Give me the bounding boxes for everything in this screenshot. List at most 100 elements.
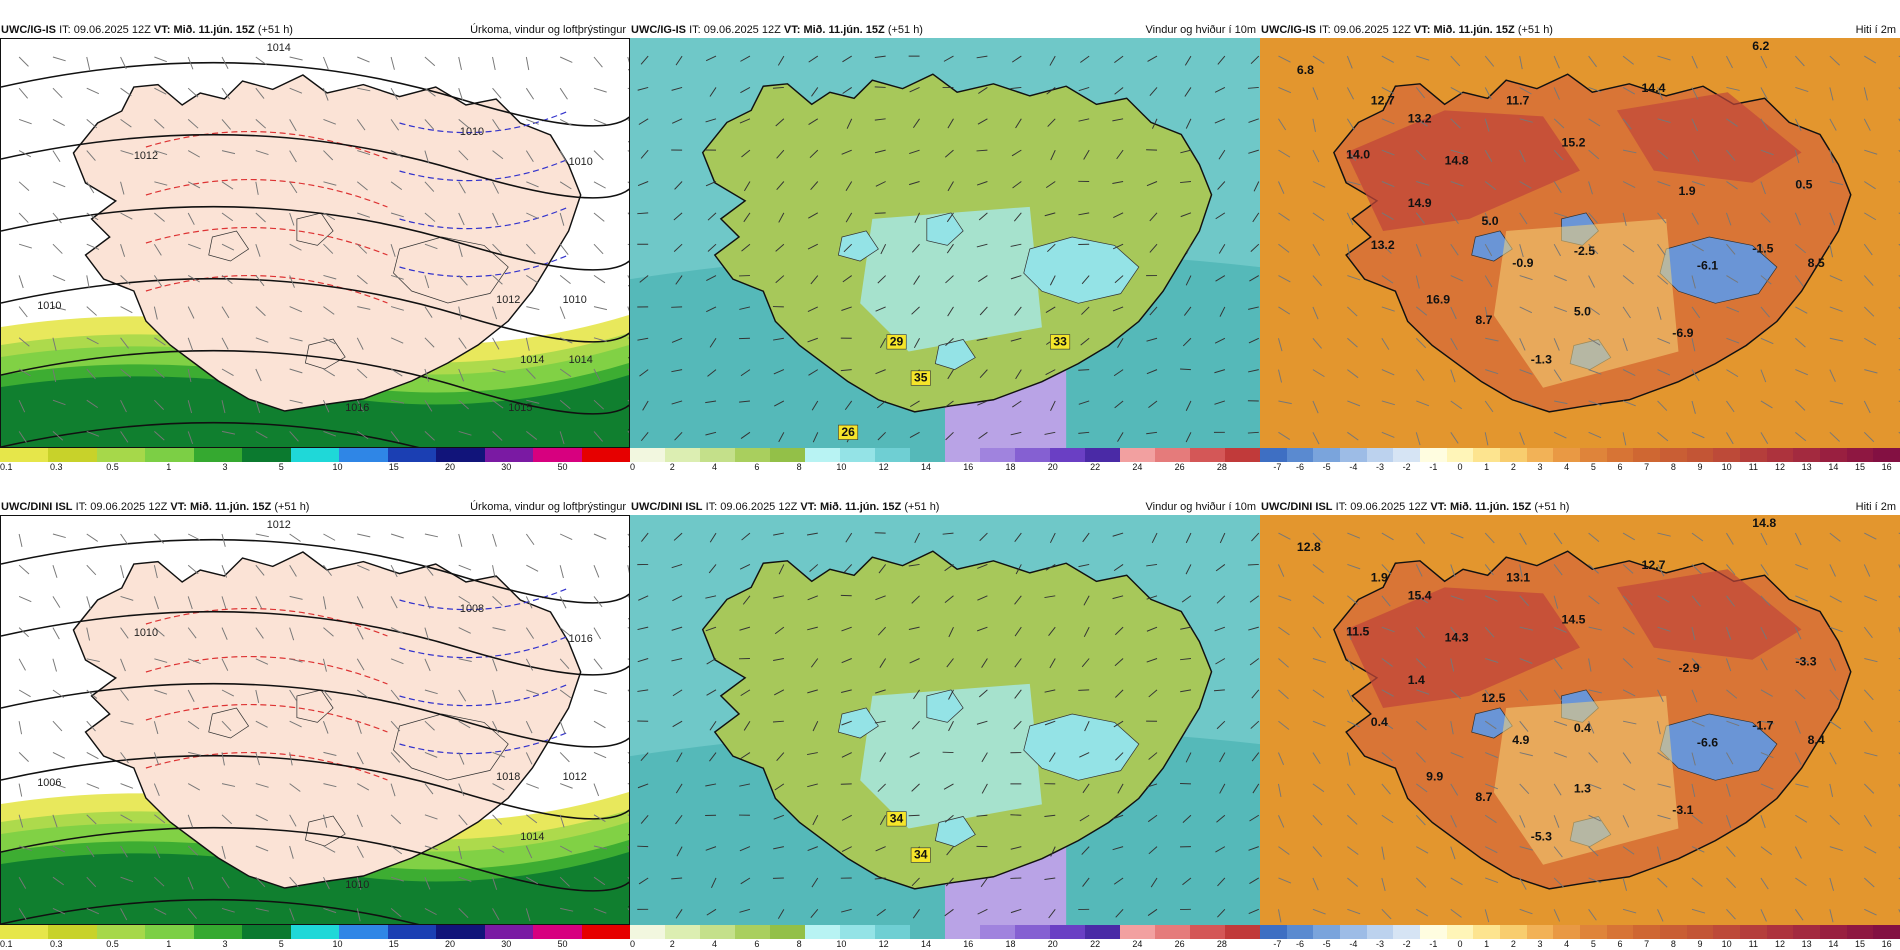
wind-barb — [1312, 118, 1316, 132]
wind-barb — [1588, 532, 1600, 543]
wind-arrow — [909, 149, 920, 155]
wind-arrow — [1014, 658, 1022, 668]
wind-arrow — [675, 909, 683, 919]
wind-arrow — [1050, 846, 1056, 857]
wind-arrow — [1114, 275, 1124, 284]
wind-barb — [525, 845, 533, 859]
wind-barb — [390, 87, 398, 100]
precip-panel: UWC/IG-IS IT: 09.06.2025 12Z VT: Mið. 11… — [0, 22, 631, 472]
wind-barb — [1381, 431, 1395, 438]
wind-barb — [1622, 400, 1636, 407]
wind-arrow — [1116, 149, 1124, 160]
wind-arrow — [1044, 595, 1056, 599]
legend-color-cell — [1420, 925, 1447, 939]
wind-barb — [1726, 689, 1738, 699]
wind-barb — [1312, 814, 1323, 826]
wind-barb — [221, 814, 233, 825]
wind-arrow — [842, 55, 852, 63]
wind-arrow — [1010, 275, 1022, 280]
wind-barb — [18, 845, 32, 851]
wind-barb — [120, 306, 133, 314]
wind-arrow — [976, 55, 988, 59]
wind-barb — [1726, 181, 1738, 190]
wind-barb — [526, 274, 538, 284]
legend-color-cell — [875, 448, 910, 462]
panel-header: UWC/DINI ISL IT: 09.06.2025 12Z VT: Mið.… — [0, 499, 630, 515]
wind-barb — [424, 596, 431, 609]
wind-arrow — [1247, 86, 1259, 89]
wind-barb — [1381, 55, 1394, 63]
wind-arrow — [914, 212, 920, 223]
wind-barb — [1381, 846, 1385, 860]
wind-barb — [1760, 658, 1768, 671]
legend-color-cell — [242, 925, 291, 939]
isobar-line — [1, 421, 629, 447]
legend-tick-label: 10 — [836, 939, 847, 949]
glacier-outline — [926, 212, 964, 246]
wind-barb — [187, 150, 200, 158]
legend-tick-label: -7 — [1273, 462, 1282, 472]
wind-arrow — [705, 181, 717, 187]
wind-barb — [86, 814, 97, 825]
wind-barb — [458, 908, 469, 919]
wind-barb — [289, 306, 303, 313]
wind-arrow — [1146, 658, 1158, 663]
wind-arrow — [739, 400, 750, 403]
temperature-value: 14.3 — [1445, 631, 1469, 645]
wind-barb — [1657, 369, 1671, 376]
temperature-contour — [399, 683, 569, 707]
wind-barb — [221, 212, 234, 222]
wind-barb — [458, 430, 472, 436]
wind-barb — [1450, 275, 1464, 282]
wind-barb — [1588, 181, 1593, 195]
legend-color-cell — [339, 925, 388, 939]
wind-arrow — [708, 564, 717, 574]
legend-color-cell — [387, 448, 437, 462]
wind-barb — [424, 56, 436, 67]
wind-arrow — [743, 181, 751, 192]
wind-barb — [1760, 815, 1766, 828]
wind-barb — [255, 814, 268, 822]
wind-barb — [1278, 564, 1285, 577]
legend-color-cell — [1793, 925, 1821, 939]
wind-arrow — [776, 752, 785, 761]
wind-barb — [1416, 783, 1428, 793]
legend-tick-label: 2 — [669, 462, 675, 472]
wind-barb — [289, 658, 303, 663]
legend-tick-label: -2 — [1402, 462, 1411, 472]
legend-tick-label: -3 — [1375, 939, 1385, 949]
wind-arrow — [1045, 181, 1056, 189]
wind-barb — [1829, 564, 1836, 577]
wind-arrow — [637, 658, 649, 663]
gust-value-box — [886, 334, 907, 350]
legend-tick-label: 15 — [388, 939, 399, 949]
wind-barb — [1450, 306, 1457, 320]
glacier-outline — [934, 816, 976, 848]
wind-barb — [357, 56, 370, 63]
wind-arrow — [812, 815, 819, 826]
legend-color-cell — [1015, 925, 1050, 939]
wind-arrow — [1112, 814, 1124, 820]
wind-arrow — [880, 243, 887, 255]
legend-color-cell — [630, 448, 665, 462]
wind-barb — [1794, 212, 1801, 226]
wind-arrow — [739, 908, 751, 913]
wind-barb — [390, 399, 405, 404]
wind-barb — [221, 119, 231, 130]
legend-tick-label: 16 — [1881, 939, 1892, 949]
wind-barb — [526, 564, 539, 572]
temperature-value: -1.3 — [1531, 353, 1552, 367]
wind-barb — [187, 596, 193, 610]
wind-arrow — [948, 626, 954, 638]
wind-barb — [390, 150, 403, 158]
wind-arrow — [740, 369, 751, 377]
gust-value-box — [1050, 334, 1071, 350]
wind-barb — [154, 658, 168, 663]
legend-tick-label: 11 — [1748, 462, 1758, 472]
wind-barb — [424, 564, 434, 576]
legend-tick-label: 10 — [1721, 462, 1732, 472]
wind-arrow — [741, 243, 751, 252]
wind-arrow — [1011, 55, 1022, 63]
wind-arrow — [671, 563, 683, 569]
